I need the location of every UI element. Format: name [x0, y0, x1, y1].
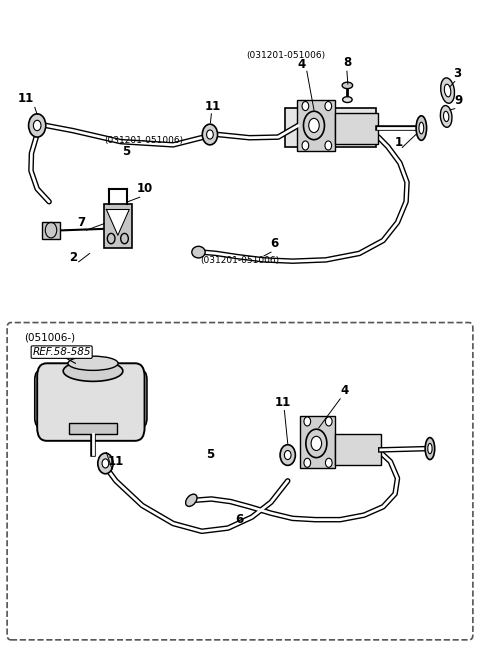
Bar: [42, 222, 60, 239]
Circle shape: [303, 111, 324, 140]
FancyBboxPatch shape: [7, 323, 473, 640]
Text: 4: 4: [341, 384, 349, 397]
Text: 5: 5: [206, 448, 214, 461]
Ellipse shape: [444, 111, 449, 121]
Text: (031201-051006): (031201-051006): [246, 51, 325, 60]
Circle shape: [202, 124, 217, 145]
Text: 6: 6: [270, 237, 278, 250]
Bar: [104, 204, 132, 249]
Text: 7: 7: [77, 216, 85, 229]
Text: 11: 11: [108, 455, 124, 468]
Ellipse shape: [342, 82, 353, 89]
Circle shape: [102, 459, 109, 468]
Circle shape: [302, 141, 309, 150]
Polygon shape: [107, 210, 129, 236]
Text: 1: 1: [395, 136, 403, 149]
Circle shape: [304, 458, 311, 467]
Text: 5: 5: [122, 145, 131, 158]
Text: 6: 6: [235, 513, 243, 526]
Bar: [336, 112, 378, 143]
Ellipse shape: [440, 106, 452, 127]
Circle shape: [311, 436, 322, 450]
Polygon shape: [297, 99, 336, 151]
Bar: [336, 434, 381, 465]
Ellipse shape: [419, 122, 424, 134]
Text: 4: 4: [297, 58, 305, 71]
Text: 2: 2: [69, 251, 77, 263]
Ellipse shape: [343, 97, 352, 103]
Text: 3: 3: [453, 67, 461, 80]
Circle shape: [306, 429, 327, 458]
FancyBboxPatch shape: [37, 363, 144, 441]
Text: 10: 10: [136, 182, 153, 195]
FancyBboxPatch shape: [35, 370, 147, 428]
Ellipse shape: [192, 247, 205, 258]
Circle shape: [309, 118, 319, 132]
Circle shape: [325, 417, 332, 426]
Ellipse shape: [186, 494, 197, 506]
Text: 8: 8: [343, 56, 351, 69]
Text: (051006-): (051006-): [24, 332, 75, 342]
Circle shape: [302, 101, 309, 110]
Ellipse shape: [425, 437, 435, 459]
Circle shape: [98, 453, 113, 474]
Polygon shape: [300, 416, 336, 468]
Ellipse shape: [441, 78, 455, 103]
Ellipse shape: [444, 84, 451, 97]
Circle shape: [304, 417, 311, 426]
Ellipse shape: [428, 443, 432, 454]
Text: (031201-051006): (031201-051006): [104, 136, 183, 145]
Text: (031201-051006): (031201-051006): [201, 256, 279, 265]
Bar: [285, 108, 376, 147]
Ellipse shape: [68, 356, 118, 371]
Circle shape: [206, 130, 213, 139]
Circle shape: [34, 120, 41, 130]
Circle shape: [29, 114, 46, 137]
Text: 11: 11: [18, 92, 35, 104]
Bar: [69, 422, 117, 434]
Circle shape: [284, 450, 291, 459]
Circle shape: [325, 458, 332, 467]
Text: 11: 11: [204, 99, 220, 112]
Text: REF.58-585: REF.58-585: [33, 347, 91, 357]
Ellipse shape: [63, 361, 123, 382]
Text: 11: 11: [275, 395, 291, 408]
Circle shape: [325, 101, 332, 110]
Circle shape: [280, 445, 295, 465]
Ellipse shape: [416, 116, 427, 140]
Circle shape: [325, 141, 332, 150]
Text: 9: 9: [454, 94, 462, 107]
